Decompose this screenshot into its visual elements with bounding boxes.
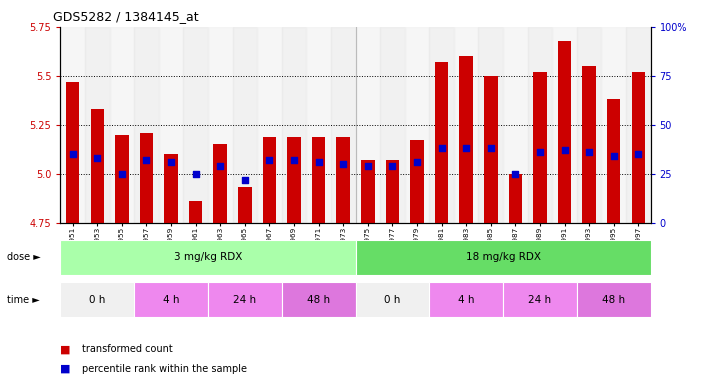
Bar (410, 141, 424, 223)
Point (362, 163, 373, 169)
Bar (607, 99, 621, 223)
Bar (232, 27, 257, 223)
Bar (60, 240, 356, 275)
Point (485, 145, 496, 151)
Bar (134, 27, 159, 223)
Point (190, 170, 201, 177)
Bar (459, 56, 473, 223)
Point (387, 163, 398, 169)
Bar (109, 27, 134, 223)
Point (67, 151, 78, 157)
Text: transformed count: transformed count (82, 344, 173, 354)
Bar (429, 27, 454, 223)
Bar (189, 201, 203, 223)
Point (289, 157, 300, 163)
Bar (626, 27, 651, 223)
Bar (208, 282, 282, 317)
Text: ■: ■ (60, 344, 71, 354)
Point (436, 145, 447, 151)
Bar (140, 132, 154, 223)
Bar (312, 137, 326, 223)
Bar (380, 27, 405, 223)
Text: 4 h: 4 h (163, 295, 179, 305)
Text: percentile rank within the sample: percentile rank within the sample (82, 364, 247, 374)
Text: 24 h: 24 h (528, 295, 552, 305)
Bar (60, 27, 85, 223)
Text: 0 h: 0 h (384, 295, 400, 305)
Point (534, 149, 545, 155)
Bar (115, 135, 129, 223)
Bar (85, 27, 109, 223)
Point (338, 161, 349, 167)
Bar (435, 62, 449, 223)
Bar (503, 27, 528, 223)
Bar (282, 282, 356, 317)
Text: 0 h: 0 h (89, 295, 105, 305)
Bar (90, 109, 104, 223)
Text: 3 mg/kg RDX: 3 mg/kg RDX (173, 252, 242, 262)
Bar (336, 137, 350, 223)
Bar (385, 160, 399, 223)
Point (461, 145, 472, 151)
Bar (164, 154, 178, 223)
Point (510, 170, 521, 177)
Bar (238, 187, 252, 223)
Bar (429, 282, 503, 317)
Text: dose ►: dose ► (7, 252, 41, 262)
Bar (262, 137, 276, 223)
Bar (356, 27, 380, 223)
Point (141, 157, 152, 163)
Text: 24 h: 24 h (233, 295, 257, 305)
Bar (577, 282, 651, 317)
Point (166, 159, 177, 165)
Bar (282, 27, 306, 223)
Text: time ►: time ► (7, 295, 40, 305)
Bar (503, 282, 577, 317)
Bar (508, 174, 522, 223)
Bar (528, 27, 552, 223)
Point (608, 153, 619, 159)
Text: 18 mg/kg RDX: 18 mg/kg RDX (466, 252, 540, 262)
Bar (557, 41, 571, 223)
Bar (484, 76, 498, 223)
Point (116, 170, 127, 177)
Text: 48 h: 48 h (307, 295, 330, 305)
Bar (356, 282, 429, 317)
Point (313, 159, 324, 165)
Bar (552, 27, 577, 223)
Bar (602, 27, 626, 223)
Bar (454, 27, 479, 223)
Point (215, 163, 226, 169)
Text: 4 h: 4 h (458, 295, 474, 305)
Point (584, 149, 595, 155)
Bar (631, 72, 645, 223)
Point (633, 151, 644, 157)
Bar (582, 66, 596, 223)
Text: 48 h: 48 h (602, 295, 625, 305)
Text: GDS5282 / 1384145_at: GDS5282 / 1384145_at (53, 10, 199, 23)
Bar (533, 72, 547, 223)
Bar (60, 282, 134, 317)
Bar (287, 137, 301, 223)
Bar (577, 27, 602, 223)
Bar (306, 27, 331, 223)
Point (559, 147, 570, 153)
Bar (208, 27, 232, 223)
Text: ■: ■ (60, 364, 71, 374)
Bar (159, 27, 183, 223)
Bar (213, 144, 227, 223)
Point (239, 177, 250, 183)
Bar (356, 240, 651, 275)
Bar (361, 160, 375, 223)
Bar (405, 27, 429, 223)
Bar (134, 282, 208, 317)
Bar (257, 27, 282, 223)
Point (264, 157, 275, 163)
Point (92, 155, 103, 161)
Bar (66, 82, 80, 223)
Bar (183, 27, 208, 223)
Bar (331, 27, 356, 223)
Point (411, 159, 422, 165)
Bar (479, 27, 503, 223)
